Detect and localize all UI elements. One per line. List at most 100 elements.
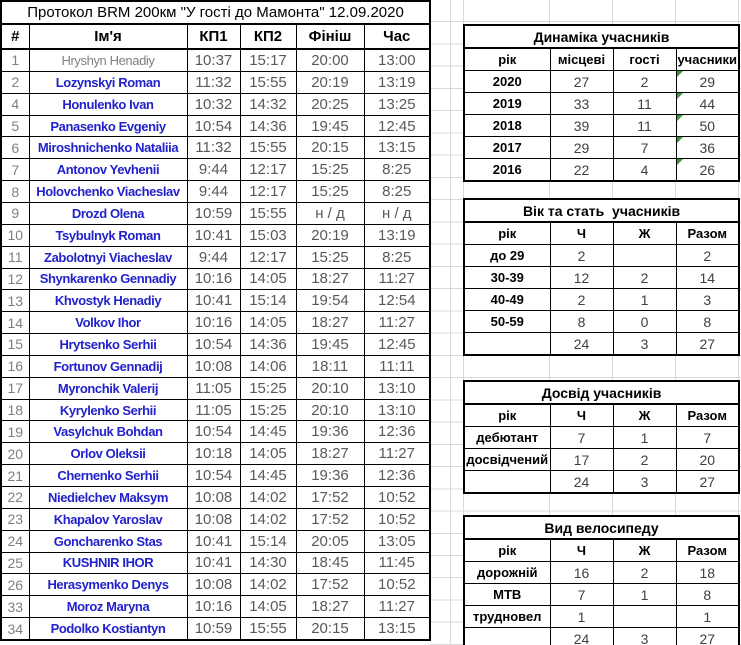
rider-name-cell[interactable]: Khvostyk Henadiy <box>28 289 188 313</box>
rider-number-cell[interactable]: 11 <box>0 245 30 269</box>
total-time-cell[interactable]: 11:11 <box>363 354 431 378</box>
rider-name-cell[interactable]: Myronchik Valerij <box>28 376 188 400</box>
value-cell-1[interactable]: 8 <box>549 310 614 333</box>
value-cell-3[interactable]: 7 <box>675 426 740 449</box>
rider-number-cell[interactable]: 17 <box>0 376 30 400</box>
total-time-cell[interactable]: 10:52 <box>363 507 431 531</box>
finish-time-cell[interactable]: 17:52 <box>295 573 365 597</box>
exp-header-women[interactable]: Ж <box>612 403 677 427</box>
rider-number-cell[interactable]: 19 <box>0 420 30 444</box>
total-time-cell[interactable]: 12:54 <box>363 289 431 313</box>
age-header-women[interactable]: Ж <box>612 221 677 245</box>
finish-time-cell[interactable]: 18:11 <box>295 354 365 378</box>
rider-number-cell[interactable]: 1 <box>0 48 30 72</box>
row-label-cell[interactable]: 2016 <box>463 158 551 182</box>
kp2-time-cell[interactable]: 15:55 <box>239 70 297 94</box>
total-time-cell[interactable]: 8:25 <box>363 180 431 203</box>
row-label-cell[interactable]: МТВ <box>463 583 551 606</box>
value-cell-3[interactable]: 29 <box>675 70 740 93</box>
kp1-time-cell[interactable]: 11:32 <box>186 136 241 160</box>
value-cell-1[interactable]: 24 <box>549 332 614 356</box>
value-cell-1[interactable]: 39 <box>549 114 614 137</box>
total-time-cell[interactable]: 11:27 <box>363 442 431 466</box>
kp1-time-cell[interactable]: 10:41 <box>186 551 241 575</box>
value-cell-2[interactable]: 3 <box>612 332 677 356</box>
rider-number-cell[interactable]: 8 <box>0 180 30 203</box>
kp1-time-cell[interactable]: 9:44 <box>186 180 241 203</box>
kp1-time-cell[interactable]: 10:08 <box>186 485 241 509</box>
row-label-cell[interactable]: 30-39 <box>463 266 551 289</box>
kp2-time-cell[interactable]: 15:14 <box>239 529 297 553</box>
bike-header-total[interactable]: Разом <box>675 538 740 562</box>
kp1-time-cell[interactable]: 10:08 <box>186 354 241 378</box>
rider-name-cell[interactable]: Chernenko Serhii <box>28 464 188 487</box>
total-time-cell[interactable]: 13:00 <box>363 48 431 72</box>
total-time-cell[interactable]: 13:10 <box>363 376 431 400</box>
kp2-time-cell[interactable]: 15:55 <box>239 136 297 160</box>
rider-name-cell[interactable]: Podolko Kostiantyn <box>28 617 188 641</box>
kp2-time-cell[interactable]: 14:32 <box>239 92 297 116</box>
rider-number-cell[interactable]: 26 <box>0 573 30 597</box>
rider-number-cell[interactable]: 13 <box>0 289 30 313</box>
dynamics-header-year[interactable]: рік <box>463 47 551 71</box>
value-cell-1[interactable]: 24 <box>549 627 614 645</box>
kp1-time-cell[interactable]: 9:44 <box>186 245 241 269</box>
row-label-cell[interactable] <box>463 332 551 356</box>
rider-number-cell[interactable]: 33 <box>0 595 30 619</box>
value-cell-3[interactable]: 8 <box>675 583 740 606</box>
col-header-time[interactable]: Час <box>363 23 431 50</box>
rider-name-cell[interactable]: Orlov Oleksii <box>28 442 188 466</box>
value-cell-1[interactable]: 12 <box>549 266 614 289</box>
kp2-time-cell[interactable]: 15:03 <box>239 223 297 247</box>
rider-name-cell[interactable]: Herasymenko Denys <box>28 573 188 597</box>
value-cell-1[interactable]: 33 <box>549 92 614 115</box>
rider-number-cell[interactable]: 7 <box>0 158 30 182</box>
rider-name-cell[interactable]: Shynkarenko Gennadiy <box>28 267 188 291</box>
value-cell-3[interactable]: 27 <box>675 332 740 356</box>
value-cell-1[interactable]: 7 <box>549 426 614 449</box>
value-cell-1[interactable]: 16 <box>549 561 614 584</box>
finish-time-cell[interactable]: 19:45 <box>295 333 365 356</box>
rider-name-cell[interactable]: Niedielchev Maksym <box>28 485 188 509</box>
kp2-time-cell[interactable]: 15:17 <box>239 48 297 72</box>
kp2-time-cell[interactable]: 14:02 <box>239 485 297 509</box>
total-time-cell[interactable]: 13:25 <box>363 92 431 116</box>
kp2-time-cell[interactable]: 12:17 <box>239 158 297 182</box>
rider-number-cell[interactable]: 12 <box>0 267 30 291</box>
value-cell-3[interactable]: 20 <box>675 448 740 471</box>
value-cell-3[interactable]: 26 <box>675 158 740 182</box>
dynamics-header-guests[interactable]: гості <box>612 47 677 71</box>
value-cell-2[interactable]: 7 <box>612 136 677 159</box>
kp2-time-cell[interactable]: 14:06 <box>239 354 297 378</box>
kp2-time-cell[interactable]: 14:30 <box>239 551 297 575</box>
value-cell-3[interactable]: 3 <box>675 288 740 311</box>
finish-time-cell[interactable]: 19:36 <box>295 464 365 487</box>
kp2-time-cell[interactable]: 12:17 <box>239 245 297 269</box>
total-time-cell[interactable]: 8:25 <box>363 245 431 269</box>
value-cell-1[interactable]: 7 <box>549 583 614 606</box>
value-cell-1[interactable]: 27 <box>549 70 614 93</box>
value-cell-2[interactable]: 11 <box>612 114 677 137</box>
rider-number-cell[interactable]: 23 <box>0 507 30 531</box>
kp2-time-cell[interactable]: 14:36 <box>239 114 297 138</box>
kp1-time-cell[interactable]: 10:54 <box>186 333 241 356</box>
total-time-cell[interactable]: 13:10 <box>363 398 431 422</box>
bike-header-women[interactable]: Ж <box>612 538 677 562</box>
row-label-cell[interactable]: 2019 <box>463 92 551 115</box>
kp1-time-cell[interactable]: 10:41 <box>186 289 241 313</box>
age-header-year[interactable]: рік <box>463 221 551 245</box>
kp1-time-cell[interactable]: 10:18 <box>186 442 241 466</box>
rider-number-cell[interactable]: 2 <box>0 70 30 94</box>
finish-time-cell[interactable]: 20:10 <box>295 398 365 422</box>
rider-name-cell[interactable]: Moroz Maryna <box>28 595 188 619</box>
row-label-cell[interactable] <box>463 470 551 494</box>
value-cell-1[interactable]: 2 <box>549 288 614 311</box>
kp2-time-cell[interactable]: 14:02 <box>239 507 297 531</box>
rider-number-cell[interactable]: 20 <box>0 442 30 466</box>
rider-name-cell[interactable]: KUSHNIR IHOR <box>28 551 188 575</box>
exp-header-men[interactable]: Ч <box>549 403 614 427</box>
protocol-title[interactable]: Протокол BRM 200км "У гості до Мамонта" … <box>0 0 431 25</box>
rider-number-cell[interactable]: 9 <box>0 202 30 225</box>
kp1-time-cell[interactable]: 11:05 <box>186 376 241 400</box>
total-time-cell[interactable]: 13:19 <box>363 223 431 247</box>
